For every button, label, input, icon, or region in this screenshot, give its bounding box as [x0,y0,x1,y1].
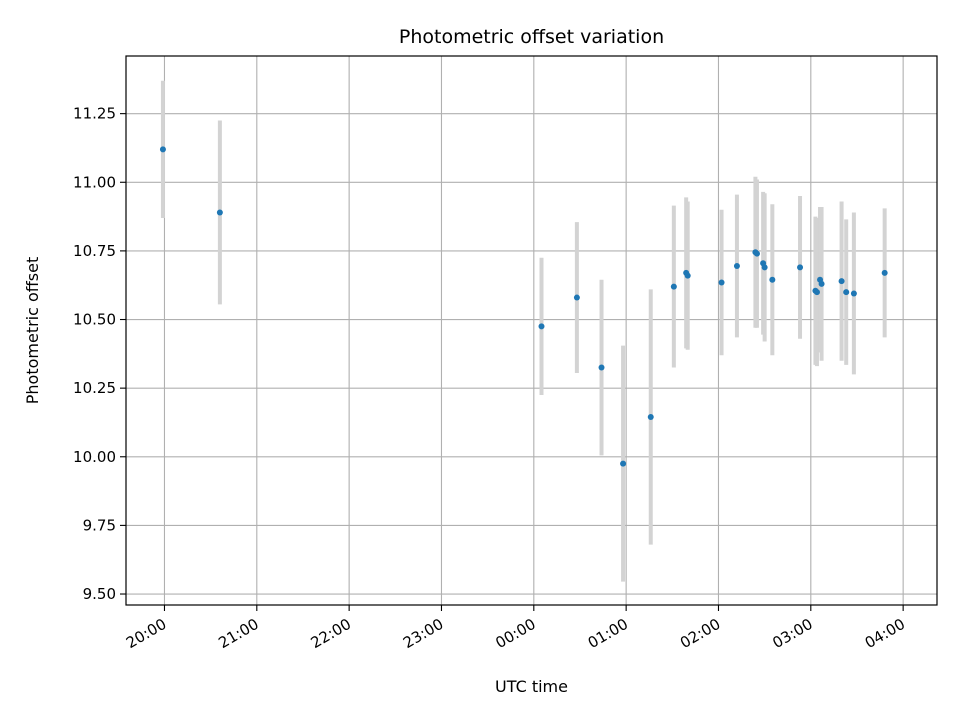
data-point [647,413,654,420]
y-tick-label: 11.25 [73,105,116,123]
y-tick-label: 10.75 [73,242,116,260]
data-point [216,209,223,216]
x-axis-label: UTC time [495,677,568,696]
grid [126,56,937,605]
data-point [159,146,166,153]
data-point [818,280,825,287]
data-points [159,146,888,467]
y-tick-label: 11.00 [73,173,116,191]
data-point [813,289,820,296]
y-axis-label: Photometric offset [23,257,42,405]
data-point [718,279,725,286]
data-point [573,294,580,301]
data-point [850,290,857,297]
data-point [733,262,740,269]
y-tick-label: 10.50 [73,311,116,329]
data-point [881,269,888,276]
data-point [753,250,760,257]
plot-area-frame [125,55,938,606]
data-point [843,289,850,296]
data-point [670,283,677,290]
data-point [684,272,691,279]
data-point [761,264,768,271]
y-tick-label: 10.25 [73,379,116,397]
data-point [538,323,545,330]
y-tick-label: 9.75 [83,516,116,534]
data-point [620,460,627,467]
data-point [838,278,845,285]
data-point [598,364,605,371]
chart-title: Photometric offset variation [399,26,664,48]
y-tick-label: 9.50 [83,585,116,603]
data-point [769,276,776,283]
data-point [797,264,804,271]
y-tick-label: 10.00 [73,448,116,466]
